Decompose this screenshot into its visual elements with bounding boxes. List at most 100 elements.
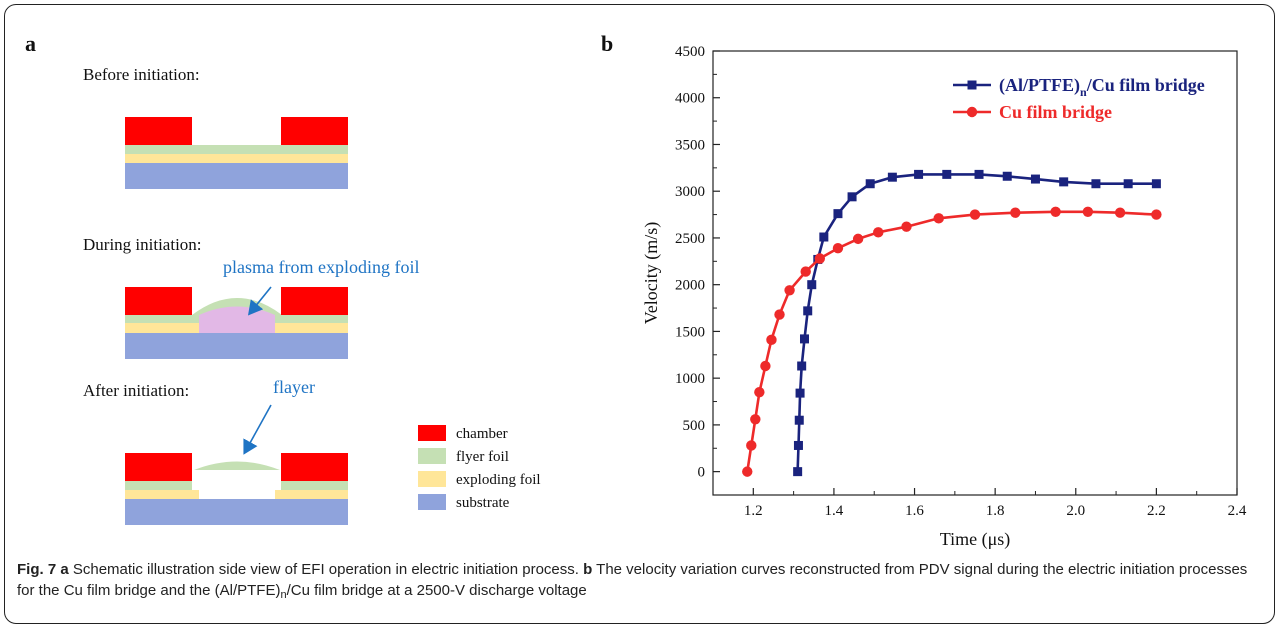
data-point bbox=[1059, 177, 1069, 187]
data-point bbox=[914, 169, 924, 179]
y-tick-label: 4000 bbox=[675, 91, 705, 107]
exploding-foil-layer-left bbox=[125, 490, 199, 499]
legend-label-0: chamber bbox=[456, 426, 508, 442]
y-tick-label: 500 bbox=[683, 418, 706, 434]
data-point bbox=[887, 172, 897, 182]
data-point bbox=[974, 169, 984, 179]
panel-a-letter: a bbox=[25, 31, 36, 56]
caption-b-subscript: n bbox=[280, 589, 287, 601]
after-initiation-diagram bbox=[125, 404, 348, 525]
x-tick-label: 2.0 bbox=[1066, 503, 1085, 519]
data-point bbox=[1114, 207, 1126, 218]
data-point bbox=[795, 388, 805, 398]
schematic-legend: chamber flyer foil exploding foil substrate bbox=[418, 425, 541, 511]
data-point bbox=[1002, 171, 1012, 181]
exploding-foil-layer-left bbox=[125, 323, 199, 333]
after-initiation-label: After initiation: bbox=[83, 381, 190, 400]
y-tick-label: 4500 bbox=[675, 44, 705, 60]
legend-label-0: (Al/PTFE)n/Cu film bridge bbox=[999, 75, 1205, 99]
legend-label-1: flyer foil bbox=[456, 449, 509, 465]
data-point bbox=[800, 266, 811, 277]
flyer-foil-layer-right bbox=[281, 481, 348, 490]
x-tick-label: 2.4 bbox=[1228, 503, 1247, 519]
data-point bbox=[754, 386, 765, 398]
y-tick-label: 3500 bbox=[675, 137, 705, 153]
during-initiation-label: During initiation: bbox=[83, 235, 202, 254]
data-point bbox=[933, 213, 944, 224]
during-initiation-diagram bbox=[125, 286, 348, 359]
substrate-layer bbox=[125, 333, 348, 359]
efi-schematic: chamber flyer foil exploding foil substrate bbox=[125, 117, 541, 525]
data-point bbox=[814, 253, 826, 264]
legend-label-1: Cu film bridge bbox=[999, 102, 1112, 122]
x-axis-label: Time (μs) bbox=[940, 529, 1011, 550]
x-tick-label: 1.4 bbox=[825, 503, 844, 519]
data-point bbox=[774, 309, 785, 320]
x-tick-label: 1.8 bbox=[986, 503, 1005, 519]
data-point bbox=[832, 243, 844, 254]
flayer-annotation: flayer bbox=[273, 377, 315, 397]
legend-swatch-3 bbox=[418, 494, 446, 510]
data-point bbox=[794, 415, 804, 425]
chamber-block-left bbox=[125, 287, 192, 315]
flyer-foil-layer bbox=[125, 145, 348, 154]
exploding-foil-layer bbox=[125, 154, 348, 163]
chamber-block-left bbox=[125, 453, 192, 481]
y-tick-label: 0 bbox=[698, 465, 706, 481]
caption-a-label: a bbox=[60, 561, 69, 578]
data-point bbox=[1151, 209, 1162, 220]
data-point bbox=[766, 334, 777, 346]
data-point bbox=[750, 414, 761, 425]
data-point bbox=[873, 227, 884, 238]
legend-swatch-0 bbox=[418, 425, 446, 441]
data-point bbox=[799, 334, 809, 344]
legend-label-2: exploding foil bbox=[456, 472, 541, 488]
data-point bbox=[1050, 206, 1061, 217]
legend-swatch-1 bbox=[418, 448, 446, 464]
data-point bbox=[1151, 179, 1161, 189]
data-point bbox=[1082, 206, 1094, 217]
caption-a-text: Schematic illustration side view of EFI … bbox=[68, 561, 584, 578]
data-point bbox=[833, 209, 843, 219]
chamber-block-right bbox=[281, 287, 348, 315]
y-tick-label: 2000 bbox=[675, 278, 705, 294]
data-point bbox=[746, 440, 757, 451]
chamber-block-right bbox=[281, 117, 348, 145]
data-point bbox=[784, 285, 795, 296]
data-point bbox=[793, 467, 803, 477]
x-tick-label: 1.2 bbox=[744, 503, 763, 519]
figure-frame: a Before initiation: During initiation: … bbox=[4, 4, 1275, 624]
plasma-annotation: plasma from exploding foil bbox=[223, 257, 420, 277]
data-point bbox=[1010, 207, 1021, 218]
data-point bbox=[807, 280, 817, 290]
data-point bbox=[742, 466, 753, 477]
legend-swatch-2 bbox=[418, 471, 446, 487]
x-tick-label: 1.6 bbox=[905, 503, 924, 519]
caption-b-text-2: /Cu film bridge at a 2500-V discharge vo… bbox=[286, 582, 587, 599]
data-point bbox=[852, 233, 864, 245]
legend-marker-1 bbox=[966, 106, 978, 118]
data-point bbox=[865, 179, 875, 189]
before-initiation-diagram bbox=[125, 117, 348, 189]
data-point bbox=[819, 232, 829, 242]
data-point bbox=[942, 169, 952, 179]
velocity-chart: 1.2 1.4 1.6 1.8 2.0 2.2 2.4 0 500 1000 1500 2000 250… bbox=[641, 44, 1247, 550]
flyer-foil-layer-left bbox=[125, 315, 199, 323]
plot-frame bbox=[712, 50, 1238, 496]
figure-caption: Fig. 7 a Schematic illustration side vie… bbox=[17, 559, 1262, 606]
flyer-foil-layer-right bbox=[275, 315, 348, 323]
data-point bbox=[1030, 174, 1040, 184]
data-point bbox=[793, 440, 803, 450]
panel-b-letter: b bbox=[601, 31, 614, 56]
flayer-disc bbox=[194, 461, 280, 470]
data-point bbox=[1123, 179, 1133, 189]
chamber-block-left bbox=[125, 117, 192, 145]
substrate-layer bbox=[125, 163, 348, 189]
data-point bbox=[797, 361, 807, 371]
data-point bbox=[847, 192, 857, 202]
data-point bbox=[901, 221, 912, 232]
y-axis-label: Velocity (m/s) bbox=[641, 222, 662, 324]
flyer-foil-layer-left bbox=[125, 481, 192, 490]
data-point bbox=[760, 360, 771, 372]
substrate-layer bbox=[125, 499, 348, 525]
